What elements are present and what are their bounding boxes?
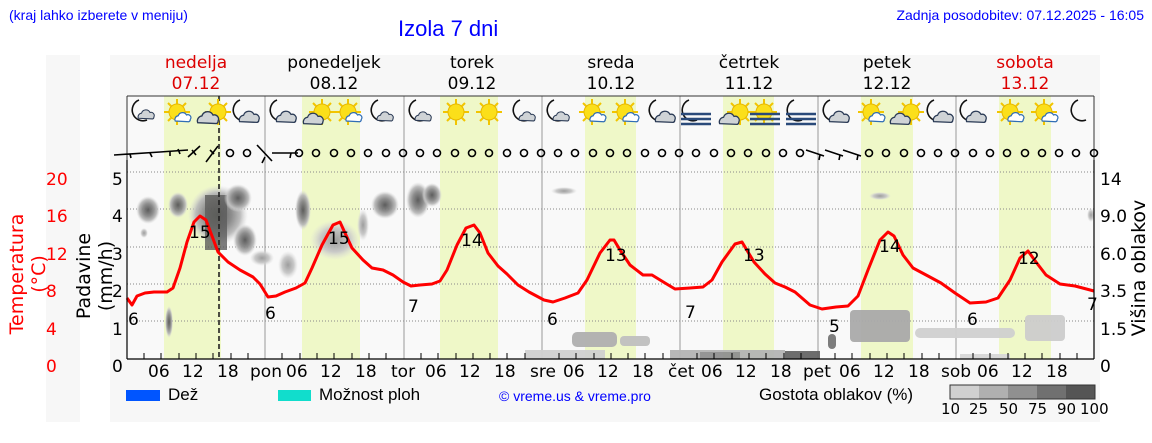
precipitation-ticks: 5 4 3 2 1 0: [112, 170, 123, 378]
svg-text:7: 7: [685, 303, 696, 323]
svg-text:14: 14: [461, 231, 483, 251]
cloud-density-label: Gostota oblakov (%): [759, 385, 914, 404]
legend-showers-label: Možnost ploh: [319, 385, 421, 404]
svg-text:6: 6: [128, 310, 139, 330]
wind-row: [113, 144, 1099, 164]
temperature-axis-title: Temperatura (°C): [6, 213, 50, 335]
day-header: četrtek 11.12: [718, 53, 780, 94]
temperature-axis-panel: [46, 55, 80, 422]
svg-text:13: 13: [605, 246, 627, 266]
svg-text:15: 15: [189, 223, 211, 243]
day-header: torek 09.12: [447, 53, 497, 94]
temperature-line: [125, 214, 1095, 311]
location-menu-hint[interactable]: (kraj lahko izberete v meniju): [9, 7, 188, 23]
svg-text:6: 6: [967, 310, 978, 330]
day-header: sreda 10.12: [586, 53, 636, 94]
svg-text:6: 6: [547, 310, 558, 330]
svg-text:5: 5: [829, 317, 840, 337]
svg-text:14: 14: [879, 237, 901, 257]
day-header: nedelja 07.12: [164, 53, 228, 94]
rain-swatch: [126, 390, 160, 401]
legend-rain-label: Dež: [168, 385, 199, 404]
svg-text:12: 12: [1018, 249, 1040, 269]
day-header: petek 12.12: [862, 53, 912, 94]
temperature-ticks: 20 16 12 8 4 0: [46, 170, 68, 378]
day-header: ponedeljek 08.12: [287, 53, 381, 94]
precipitation-axis-title: Padavine (mm/h): [73, 232, 117, 320]
svg-text:6: 6: [265, 304, 276, 324]
page-title: Izola 7 dni: [398, 16, 499, 41]
cloud-height-axis-title: Višina oblakov (km): [1128, 199, 1152, 337]
hour-ticks: [143, 353, 1078, 359]
cloud-density-scale: [949, 384, 1096, 400]
day-headers: nedelja 07.12 ponedeljek 08.12 torek 09.12 …: [127, 53, 1094, 95]
showers-swatch: [278, 390, 311, 401]
copyright-link[interactable]: © vreme.us & vreme.pro: [499, 388, 651, 404]
svg-text:7: 7: [1087, 295, 1098, 315]
svg-text:15: 15: [328, 229, 350, 249]
temperature-value-labels: 15 15 14 13 13 14 12 6 6 7 6 7 5 6 7: [128, 223, 1098, 337]
cloud-height-ticks: 14 9.0 6.0 3.5 1.5 0: [1100, 170, 1128, 378]
day-header: sobota 13.12: [996, 53, 1054, 94]
temperature-axis-title-wrap: Temperatura (°C): [6, 170, 50, 360]
svg-text:13: 13: [743, 246, 765, 266]
x-axis-labels: 06 12 18 pon 06 12 18 tor 06 12 18 sre 0…: [148, 362, 1068, 382]
last-update: Zadnja posodobitev: 07.12.2025 - 16:05: [896, 7, 1144, 23]
svg-text:7: 7: [408, 297, 419, 317]
